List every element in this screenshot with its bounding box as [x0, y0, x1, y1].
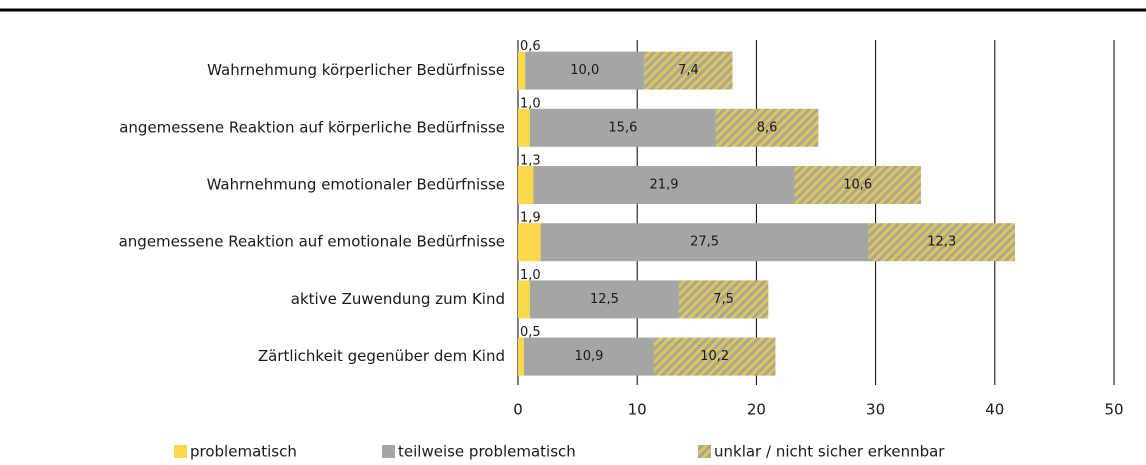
bar-segment — [868, 223, 1016, 262]
legend-label: teilweise problematisch — [398, 443, 576, 461]
category-label: Zärtlichkeit gegenüber dem Kind — [258, 347, 505, 365]
value-label: 8,6 — [757, 120, 778, 135]
value-label: 10,9 — [574, 349, 603, 364]
bar-segment — [653, 337, 776, 376]
bar-segment — [518, 108, 530, 147]
value-label: 7,4 — [678, 63, 699, 78]
bar-segment — [529, 280, 679, 319]
category-label: angemessene Reaktion auf körperliche Bed… — [119, 118, 505, 136]
value-label: 0,6 — [520, 39, 541, 54]
legend-swatch — [382, 445, 395, 458]
value-label: 10,6 — [843, 178, 872, 193]
value-label: 12,5 — [590, 292, 619, 307]
value-label: 1,0 — [520, 96, 541, 111]
x-tick-label: 50 — [1104, 401, 1123, 419]
value-label: 10,2 — [700, 349, 729, 364]
legend-swatch — [174, 445, 187, 458]
bar-segment — [523, 337, 654, 376]
bar-segment — [678, 280, 769, 319]
value-label: 27,5 — [690, 235, 719, 250]
bar-segment — [794, 166, 921, 204]
bar-segment — [518, 280, 530, 319]
value-label: 1,0 — [520, 268, 541, 283]
value-label: 10,0 — [570, 63, 599, 78]
x-tick-label: 10 — [628, 401, 647, 419]
bar-segment — [518, 166, 534, 204]
legend-label: unklar / nicht sicher erkennbar — [714, 443, 945, 461]
value-label: 12,3 — [927, 235, 956, 250]
value-label: 7,5 — [713, 292, 734, 307]
category-label: Wahrnehmung emotionaler Bedürfnisse — [207, 176, 505, 194]
x-tick-label: 40 — [985, 401, 1004, 419]
bar-segment — [529, 108, 716, 147]
value-label: 1,3 — [520, 154, 541, 169]
category-label: aktive Zuwendung zum Kind — [291, 290, 505, 308]
legend-swatch — [698, 445, 711, 458]
category-label: Wahrnehmung körperlicher Bedürfnisse — [207, 61, 505, 79]
x-tick-label: 30 — [866, 401, 885, 419]
bar-segment — [540, 223, 869, 262]
bar-segment — [644, 51, 733, 90]
value-label: 0,5 — [520, 325, 541, 340]
bar-segment — [715, 108, 819, 147]
bar-segment — [525, 51, 645, 90]
category-label: angemessene Reaktion auf emotionale Bedü… — [119, 233, 505, 251]
legend-label: problematisch — [190, 443, 297, 461]
x-tick-label: 0 — [513, 401, 523, 419]
bar-segment — [518, 337, 524, 376]
value-label: 21,9 — [650, 178, 679, 193]
bar-segment — [518, 223, 541, 262]
x-tick-label: 20 — [747, 401, 766, 419]
bar-segment — [533, 166, 795, 204]
value-label: 1,9 — [520, 211, 541, 226]
bar-segment — [518, 51, 526, 90]
value-label: 15,6 — [608, 120, 637, 135]
